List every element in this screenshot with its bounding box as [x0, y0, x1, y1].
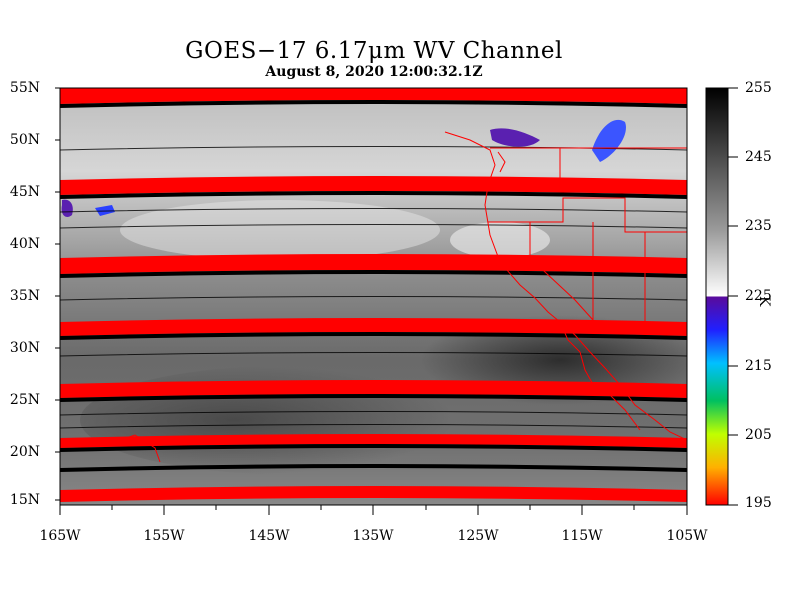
lon-label-145w: 145W — [248, 528, 290, 544]
lon-label-165w: 165W — [39, 528, 81, 544]
colorbar-label-195: 195 — [745, 495, 772, 511]
lon-label-125w: 125W — [457, 528, 499, 544]
political-boundaries — [119, 131, 687, 463]
scanline-dark-edges — [60, 100, 687, 472]
lat-label-50n: 50N — [9, 132, 40, 148]
water-vapor-image — [60, 88, 687, 505]
colorbar-label-255: 255 — [745, 80, 772, 96]
lat-label-15n: 15N — [9, 492, 40, 508]
lat-label-55n: 55N — [9, 80, 40, 96]
colorbar-units: K — [756, 296, 772, 307]
lat-label-35n: 35N — [9, 288, 40, 304]
map-subtitle: August 8, 2020 12:00:32.1Z — [265, 64, 483, 80]
lon-label-155w: 155W — [143, 528, 185, 544]
missing-scanline-bands — [60, 88, 687, 502]
colorbar-label-225: 225 — [745, 288, 772, 304]
colorbar-label-205: 205 — [745, 427, 772, 443]
lat-label-40n: 40N — [9, 236, 40, 252]
colorbar — [705, 87, 738, 506]
lon-label-115w: 115W — [561, 528, 603, 544]
lon-label-105w: 105W — [666, 528, 708, 544]
axis-ticks — [55, 87, 688, 515]
map-title: GOES−17 6.17μm WV Channel — [185, 38, 563, 64]
lon-label-135w: 135W — [352, 528, 394, 544]
lat-label-45n: 45N — [9, 184, 40, 200]
lat-label-20n: 20N — [9, 444, 40, 460]
colorbar-label-215: 215 — [745, 358, 772, 374]
lat-label-25n: 25N — [9, 392, 40, 408]
colorbar-label-245: 245 — [745, 149, 772, 165]
lat-label-30n: 30N — [9, 340, 40, 356]
colorbar-label-235: 235 — [745, 218, 772, 234]
